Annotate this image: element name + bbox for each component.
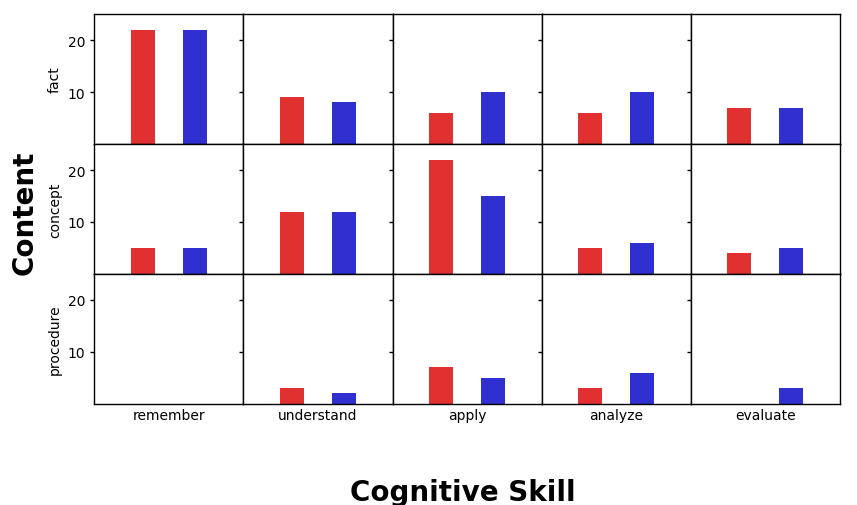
Y-axis label: fact: fact	[48, 67, 62, 93]
Bar	[482, 196, 505, 274]
Bar	[333, 212, 356, 274]
Bar	[183, 248, 207, 274]
X-axis label: remember: remember	[133, 408, 205, 422]
Y-axis label: procedure: procedure	[48, 304, 62, 374]
Text: Cognitive Skill: Cognitive Skill	[350, 478, 576, 505]
Bar	[429, 114, 452, 145]
Bar	[131, 248, 154, 274]
Bar	[728, 254, 751, 274]
X-axis label: understand: understand	[279, 408, 357, 422]
Bar	[482, 378, 505, 404]
X-axis label: apply: apply	[448, 408, 486, 422]
Bar	[578, 248, 602, 274]
Bar	[631, 93, 654, 145]
Bar	[578, 388, 602, 404]
Bar	[578, 114, 602, 145]
Bar	[183, 31, 207, 145]
Bar	[280, 98, 303, 145]
Bar	[333, 393, 356, 404]
Bar	[131, 31, 154, 145]
Bar	[631, 373, 654, 404]
Bar	[631, 243, 654, 274]
Bar	[780, 388, 803, 404]
Y-axis label: concept: concept	[48, 182, 62, 237]
X-axis label: analyze: analyze	[589, 408, 644, 422]
Text: Content: Content	[10, 150, 39, 274]
Bar	[280, 212, 303, 274]
Bar	[429, 368, 452, 404]
Bar	[333, 104, 356, 145]
Bar	[780, 109, 803, 145]
X-axis label: evaluate: evaluate	[735, 408, 795, 422]
Bar	[280, 388, 303, 404]
Bar	[780, 248, 803, 274]
Bar	[482, 93, 505, 145]
Bar	[728, 109, 751, 145]
Bar	[429, 160, 452, 274]
